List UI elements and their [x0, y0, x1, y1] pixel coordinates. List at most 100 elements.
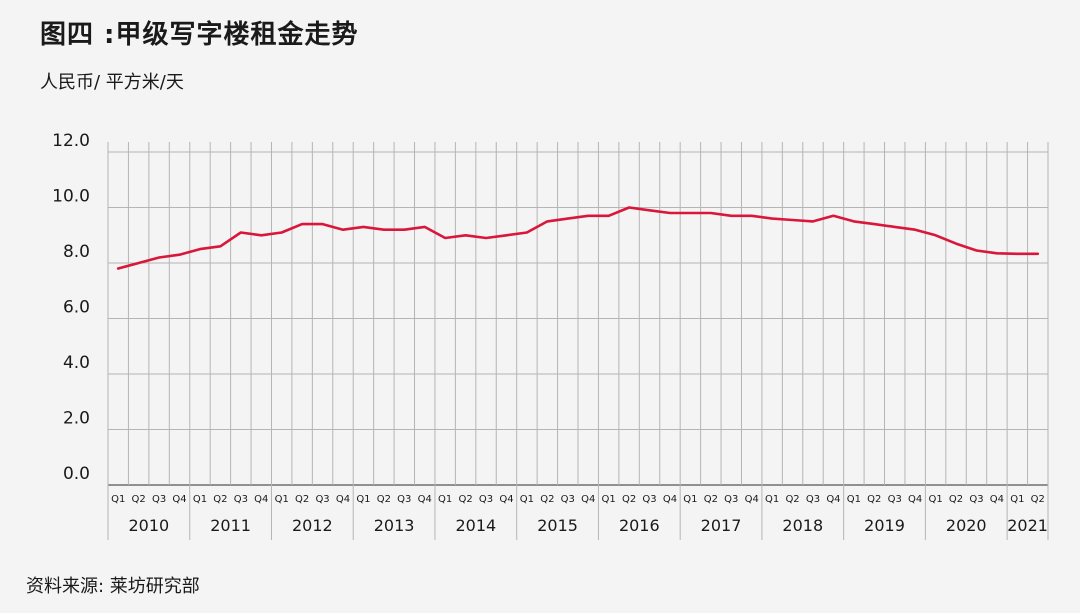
x-tick-label: Q4 — [581, 494, 595, 505]
data-point — [178, 253, 182, 257]
y-unit-label: 人民币/ 平方米/天 — [40, 72, 184, 93]
x-tick-label: Q3 — [561, 494, 575, 505]
axis-layer: 0.0 2.0 4.0 6.0 8.0 10.0 12.0 Q1 Q2 Q3 Q4 Q1 Q2 Q3 Q4 Q… — [52, 131, 1049, 540]
x-tick-label: Q4 — [990, 494, 1004, 505]
data-point — [116, 267, 120, 271]
y-tick-label: 0.0 — [63, 464, 90, 484]
data-point — [341, 228, 345, 232]
series-layer — [116, 206, 1040, 271]
data-point — [974, 249, 978, 253]
data-point — [198, 247, 202, 251]
data-point — [750, 214, 754, 218]
x-tick-label: Q3 — [152, 494, 166, 505]
x-tick-label: Q2 — [132, 494, 146, 505]
data-point — [361, 225, 365, 229]
x-tick-label: Q1 — [438, 494, 452, 505]
x-tick-label: Q3 — [888, 494, 902, 505]
x-year-label: 2020 — [946, 516, 987, 535]
data-point — [239, 230, 243, 234]
data-point — [791, 218, 795, 222]
x-tick-label: Q1 — [602, 494, 616, 505]
y-tick-label: 12.0 — [52, 131, 90, 151]
x-year-label: 2019 — [864, 516, 905, 535]
data-point — [218, 244, 222, 248]
x-tick-label: Q2 — [540, 494, 554, 505]
x-tick-label: Q1 — [356, 494, 370, 505]
data-point — [484, 236, 488, 240]
x-tick-label: Q1 — [765, 494, 779, 505]
data-point — [464, 233, 468, 237]
x-tick-label: Q4 — [172, 494, 186, 505]
data-point — [443, 236, 447, 240]
x-tick-label: Q2 — [949, 494, 963, 505]
data-point — [402, 228, 406, 232]
x-year-label: 2013 — [374, 516, 415, 535]
data-point — [729, 214, 733, 218]
data-point — [934, 233, 938, 237]
x-tick-label: Q3 — [724, 494, 738, 505]
x-tick-label: Q1 — [1010, 494, 1024, 505]
data-point — [954, 242, 958, 246]
grid-layer — [107, 142, 1049, 486]
data-point — [1015, 252, 1019, 256]
x-tick-label: Q3 — [806, 494, 820, 505]
x-year-label: 2010 — [129, 516, 170, 535]
data-point — [545, 219, 549, 223]
data-point — [607, 214, 611, 218]
x-tick-label: Q2 — [867, 494, 881, 505]
rent-series-line — [116, 206, 1040, 270]
data-point — [709, 211, 713, 215]
data-point — [1036, 252, 1040, 256]
x-tick-label: Q1 — [683, 494, 697, 505]
x-tick-label: Q3 — [315, 494, 329, 505]
x-tick-label: Q4 — [826, 494, 840, 505]
data-point — [586, 214, 590, 218]
y-tick-label: 2.0 — [63, 409, 90, 429]
x-tick-label: Q4 — [908, 494, 922, 505]
data-point — [831, 214, 835, 218]
data-point — [382, 228, 386, 232]
x-tick-label: Q3 — [479, 494, 493, 505]
data-point — [566, 217, 570, 221]
x-tick-label: Q3 — [397, 494, 411, 505]
x-tick-label: Q1 — [847, 494, 861, 505]
x-tick-label: Q2 — [1031, 494, 1045, 505]
x-tick-label: Q2 — [295, 494, 309, 505]
x-tick-label: Q2 — [213, 494, 227, 505]
data-point — [504, 233, 508, 237]
x-tick-label: Q2 — [785, 494, 799, 505]
x-tick-label: Q4 — [745, 494, 759, 505]
x-year-label: 2014 — [455, 516, 496, 535]
x-tick-label: Q2 — [622, 494, 636, 505]
data-point — [811, 219, 815, 223]
x-tick-label: Q1 — [520, 494, 534, 505]
chart-title: 图四 :甲级写字楼租金走势 — [40, 20, 359, 50]
data-point — [137, 261, 141, 265]
x-tick-label: Q4 — [418, 494, 432, 505]
x-tick-label: Q4 — [499, 494, 513, 505]
x-year-label: 2015 — [537, 516, 578, 535]
x-year-label: 2011 — [210, 516, 251, 535]
x-tick-label: Q1 — [111, 494, 125, 505]
data-point — [872, 222, 876, 226]
x-year-label: 2021 — [1007, 516, 1048, 535]
x-year-label: 2017 — [701, 516, 742, 535]
data-point — [893, 225, 897, 229]
x-tick-label: Q3 — [234, 494, 248, 505]
x-tick-label: Q4 — [254, 494, 268, 505]
x-tick-label: Q1 — [928, 494, 942, 505]
data-point — [525, 230, 529, 234]
x-tick-label: Q3 — [969, 494, 983, 505]
data-point — [913, 228, 917, 232]
x-year-label: 2012 — [292, 516, 333, 535]
data-point — [668, 211, 672, 215]
data-point — [688, 211, 692, 215]
data-point — [423, 225, 427, 229]
data-point — [995, 251, 999, 255]
x-tick-label: Q4 — [336, 494, 350, 505]
x-tick-label: Q4 — [663, 494, 677, 505]
data-point — [157, 255, 161, 259]
data-point — [280, 230, 284, 234]
x-tick-label: Q2 — [377, 494, 391, 505]
